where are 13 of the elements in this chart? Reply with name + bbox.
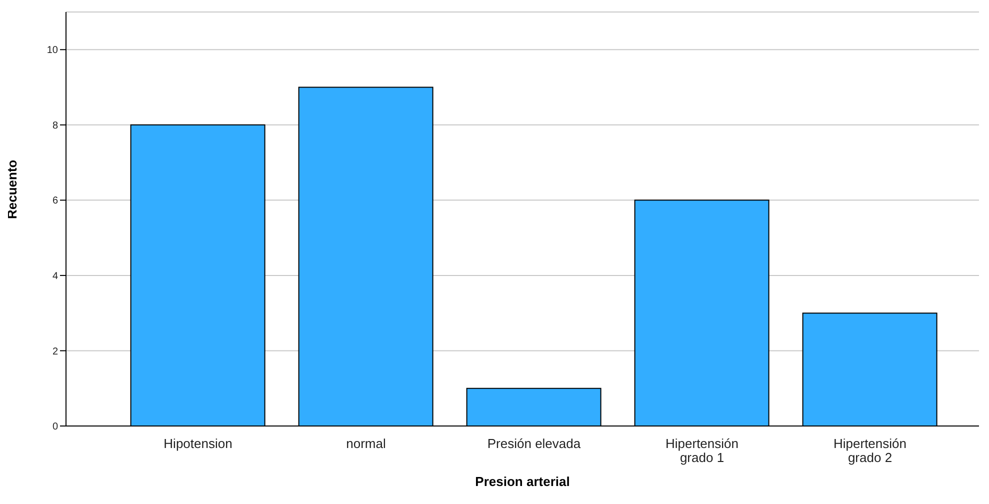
x-axis-title: Presion arterial — [475, 474, 570, 489]
y-tick-label: 2 — [52, 346, 58, 358]
y-axis-title: Recuento — [4, 160, 20, 219]
x-tick-label: Hipertensión grado 2 — [834, 436, 906, 465]
y-tick-label: 10 — [46, 45, 58, 56]
x-tick-label: Hipotension — [164, 436, 232, 451]
y-tick-label: 8 — [52, 120, 58, 132]
x-tick-label: Presión elevada — [487, 436, 582, 451]
y-tick-label: 6 — [52, 196, 58, 207]
y-tick-label: 0 — [52, 422, 58, 433]
x-tick-label: Hipertensión grado 1 — [666, 436, 738, 465]
y-tick-label: 4 — [52, 271, 58, 282]
x-tick-label: normal — [346, 436, 386, 451]
